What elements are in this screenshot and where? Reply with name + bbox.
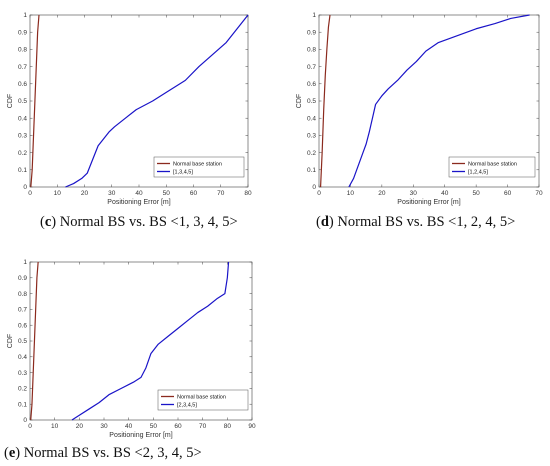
chart-panel-c: 0 0.1 0.2 0.3 0.4 0.5 0.6 0.7 0.8 0.9 1 0 10 20 30 40 50…: [0, 0, 270, 240]
x-tick-label-c-2: 20: [81, 190, 89, 197]
caption-e-text: Normal BS vs. BS <2, 3, 4, 5>: [20, 445, 202, 461]
x-tick-label-e-5: 50: [150, 423, 158, 430]
caption-d-text: Normal BS vs. BS <1, 2, 4, 5>: [333, 214, 516, 230]
x-tick-label-e-8: 80: [224, 423, 232, 430]
y-tick-label-c-2: 0.2: [18, 150, 27, 157]
legend-label-e-0: Normal base station: [177, 395, 226, 401]
x-tick-label-d-4: 40: [441, 190, 449, 197]
y-tick-label-d-9: 0.9: [307, 29, 316, 36]
x-tick-label-e-0: 0: [28, 423, 32, 430]
x-tick-label-d-3: 30: [410, 190, 418, 197]
x-tick-label-e-7: 70: [199, 423, 207, 430]
caption-d-label: d: [320, 214, 329, 230]
x-tick-label-d-6: 60: [504, 190, 512, 197]
y-tick-label-e-6: 0.6: [18, 322, 27, 329]
legend-box-e: [157, 389, 249, 411]
y-tick-label-c-9: 0.9: [18, 29, 27, 36]
x-tick-label-e-4: 40: [125, 423, 133, 430]
series-line-d-0: [319, 14, 331, 188]
x-tick-label-c-5: 50: [163, 190, 171, 197]
x-axis-label-c: Positioning Error [m]: [107, 199, 170, 206]
chart-panel-e: 0 0.1 0.2 0.3 0.4 0.5 0.6 0.7 0.8 0.9 1 0 10 20 30 40 50…: [0, 240, 270, 466]
x-axis-label-d: Positioning Error [m]: [397, 199, 460, 206]
y-tick-label-d-4: 0.4: [307, 115, 316, 122]
legend-label-d-1: [1,2,4,5]: [468, 170, 488, 176]
y-tick-label-c-10: 1: [23, 12, 27, 19]
legend-box-d: [448, 156, 536, 178]
y-tick-label-d-10: 1: [312, 12, 316, 19]
series-line-c-1: [65, 14, 249, 188]
caption-e-label: e: [8, 445, 16, 461]
y-tick-label-c-0: 0: [23, 184, 27, 191]
x-tick-label-e-2: 20: [76, 423, 84, 430]
y-tick-label-d-2: 0.2: [307, 150, 316, 157]
x-tick-label-d-2: 20: [378, 190, 386, 197]
y-tick-label-e-2: 0.2: [18, 386, 27, 393]
y-tick-label-e-0: 0: [23, 417, 27, 424]
y-tick-label-e-9: 0.9: [18, 275, 27, 282]
y-tick-label-e-10: 1: [23, 259, 27, 266]
legend-label-e-1: [2,3,4,5]: [177, 403, 197, 409]
caption-c: (c) Normal BS vs. BS <1, 3, 4, 5>: [40, 214, 238, 230]
y-tick-label-e-1: 0.1: [18, 401, 27, 408]
series-line-e-1: [71, 261, 230, 421]
y-tick-label-e-7: 0.7: [18, 307, 27, 314]
chart-d-svg: 00.10.20.30.40.50.60.70.80.910 10 20 30 40 50…: [296, 12, 543, 206]
legend-label-c-1: [1,3,4,5]: [173, 170, 193, 176]
y-axis-label-d: CDF: [296, 94, 303, 108]
x-tick-label-e-3: 30: [100, 423, 108, 430]
y-tick-label-c-6: 0.6: [18, 81, 27, 88]
y-tick-label-d-5: 0.5: [307, 98, 316, 105]
x-tick-label-c-8: 80: [244, 190, 252, 197]
series-line-e-0: [30, 261, 39, 421]
y-tick-label-e-5: 0.5: [18, 338, 27, 345]
legend-box-c: [153, 156, 245, 178]
y-tick-label-e-4: 0.4: [18, 354, 27, 361]
x-tick-label-e-6: 60: [174, 423, 182, 430]
y-tick-label-c-4: 0.4: [18, 115, 27, 122]
y-tick-label-c-1: 0.1: [18, 167, 27, 174]
y-tick-label-c-5: 0.5: [18, 98, 27, 105]
y-tick-label-d-0: 0: [312, 184, 316, 191]
x-tick-label-c-3: 30: [108, 190, 116, 197]
y-tick-label-c-8: 0.8: [18, 47, 27, 54]
chart-c-svg: 00.10.20.30.40.50.60.70.80.910 10 20 30 40 50…: [7, 12, 252, 206]
x-tick-label-d-7: 70: [535, 190, 543, 197]
series-line-c-0: [30, 14, 40, 188]
x-tick-label-c-6: 60: [190, 190, 198, 197]
caption-e: (e) Normal BS vs. BS <2, 3, 4, 5>: [4, 445, 202, 461]
y-tick-label-e-8: 0.8: [18, 291, 27, 298]
y-tick-label-d-1: 0.1: [307, 167, 316, 174]
caption-d: (d) Normal BS vs. BS <1, 2, 4, 5>: [316, 214, 516, 230]
series-line-d-1: [348, 14, 530, 188]
x-tick-label-e-1: 10: [51, 423, 59, 430]
y-tick-label-e-3: 0.3: [18, 370, 27, 377]
y-tick-label-d-7: 0.7: [307, 64, 316, 71]
x-axis-label-e: Positioning Error [m]: [109, 432, 172, 439]
y-tick-label-d-6: 0.6: [307, 81, 316, 88]
x-tick-label-d-1: 10: [347, 190, 355, 197]
y-tick-label-d-3: 0.3: [307, 133, 316, 140]
y-tick-label-d-8: 0.8: [307, 47, 316, 54]
caption-c-text: Normal BS vs. BS <1, 3, 4, 5>: [56, 214, 238, 230]
x-tick-label-c-0: 0: [28, 190, 32, 197]
y-tick-label-c-7: 0.7: [18, 64, 27, 71]
y-axis-label-e: CDF: [7, 334, 14, 348]
chart-e-svg: 00.10.20.30.40.50.60.70.80.910 10 20 30 40 50…: [7, 259, 256, 439]
x-tick-label-d-5: 50: [473, 190, 481, 197]
x-tick-label-d-0: 0: [317, 190, 321, 197]
y-axis-label-c: CDF: [7, 94, 14, 108]
x-tick-label-e-9: 90: [248, 423, 256, 430]
x-tick-label-c-4: 40: [135, 190, 143, 197]
chart-panel-d: 0 0.1 0.2 0.3 0.4 0.5 0.6 0.7 0.8 0.9 1 0 10 20 30 40 50…: [275, 0, 550, 240]
legend-label-c-0: Normal base station: [173, 162, 222, 168]
caption-c-label: c: [44, 214, 52, 230]
legend-label-d-0: Normal base station: [468, 162, 517, 168]
y-tick-label-c-3: 0.3: [18, 133, 27, 140]
x-tick-label-c-7: 70: [217, 190, 225, 197]
x-tick-label-c-1: 10: [54, 190, 62, 197]
